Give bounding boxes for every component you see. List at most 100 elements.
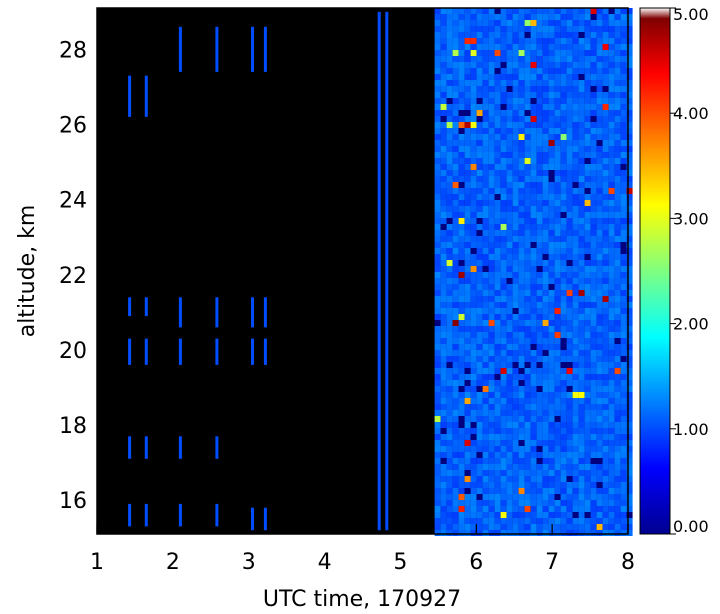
heat-cell <box>494 386 501 392</box>
heat-cell <box>626 86 633 92</box>
heat-cell <box>554 86 561 92</box>
heat-cell <box>506 26 513 32</box>
heat-cell <box>572 530 579 536</box>
heat-cell <box>500 344 507 350</box>
heat-cell <box>524 68 531 74</box>
heat-cell <box>566 206 573 212</box>
heat-cell <box>464 290 471 296</box>
heat-cell <box>596 464 603 470</box>
heat-cell <box>446 194 453 200</box>
heat-cell <box>626 326 633 332</box>
heat-cell <box>446 182 453 188</box>
heat-cell <box>512 68 519 74</box>
heat-cell <box>524 482 531 488</box>
heat-cell <box>524 92 531 98</box>
heat-cell <box>434 362 441 368</box>
heat-cell <box>482 8 489 14</box>
heat-cell <box>518 518 525 524</box>
heat-cell <box>494 20 501 26</box>
heat-cell <box>512 164 519 170</box>
heat-cell <box>536 224 543 230</box>
heat-cell <box>566 50 573 56</box>
heat-cell <box>458 140 465 146</box>
heat-cell <box>488 518 495 524</box>
heat-cell <box>560 320 567 326</box>
heat-cell <box>494 320 501 326</box>
heat-cell <box>608 374 615 380</box>
heat-cell <box>464 140 471 146</box>
heat-cell <box>548 170 555 176</box>
heat-cell <box>440 446 447 452</box>
heat-cell <box>500 188 507 194</box>
heat-cell <box>590 386 597 392</box>
heat-cell <box>470 332 477 338</box>
heat-cell <box>494 98 501 104</box>
heat-cell <box>566 320 573 326</box>
heat-cell <box>440 380 447 386</box>
heat-cell <box>488 320 495 326</box>
heat-cell <box>614 158 621 164</box>
heat-cell <box>434 404 441 410</box>
heat-cell <box>440 80 447 86</box>
heat-cell <box>584 236 591 242</box>
heat-cell <box>566 350 573 356</box>
heat-cell <box>548 140 555 146</box>
heat-cell <box>578 518 585 524</box>
heat-cell <box>608 80 615 86</box>
heat-cell <box>548 98 555 104</box>
heat-cell <box>530 398 537 404</box>
heat-cell <box>572 242 579 248</box>
heat-cell <box>608 530 615 536</box>
heat-cell <box>452 380 459 386</box>
heat-cell <box>518 26 525 32</box>
heat-cell <box>524 386 531 392</box>
heat-cell <box>614 32 621 38</box>
heat-cell <box>488 26 495 32</box>
heat-cell <box>554 8 561 14</box>
heat-cell <box>608 92 615 98</box>
heat-cell <box>620 176 627 182</box>
heat-cell <box>482 338 489 344</box>
heat-cell <box>488 188 495 194</box>
heat-cell <box>536 512 543 518</box>
heat-cell <box>446 326 453 332</box>
heat-cell <box>494 110 501 116</box>
heat-cell <box>620 98 627 104</box>
heat-cell <box>542 500 549 506</box>
heat-cell <box>452 98 459 104</box>
heat-cell <box>548 248 555 254</box>
heat-cell <box>566 386 573 392</box>
heat-cell <box>620 494 627 500</box>
heat-cell <box>548 392 555 398</box>
heat-cell <box>572 428 579 434</box>
heat-cell <box>434 200 441 206</box>
heat-cell <box>626 14 633 20</box>
heat-cell <box>488 170 495 176</box>
heat-cell <box>584 284 591 290</box>
heat-cell <box>614 440 621 446</box>
heat-cell <box>482 104 489 110</box>
heat-cell <box>482 14 489 20</box>
heat-cell <box>494 326 501 332</box>
heat-cell <box>470 440 477 446</box>
heat-cell <box>596 194 603 200</box>
heat-cell <box>500 74 507 80</box>
heat-cell <box>458 122 465 128</box>
heat-cell <box>572 476 579 482</box>
heat-cell <box>518 86 525 92</box>
heat-cell <box>578 266 585 272</box>
heat-cell <box>446 116 453 122</box>
heat-cell <box>596 458 603 464</box>
heat-cell <box>542 98 549 104</box>
heat-cell <box>530 380 537 386</box>
heat-cell <box>512 116 519 122</box>
heat-cell <box>584 386 591 392</box>
heat-cell <box>614 140 621 146</box>
heat-cell <box>446 50 453 56</box>
heat-cell <box>434 356 441 362</box>
heat-cell <box>476 260 483 266</box>
heat-cell <box>512 512 519 518</box>
heat-cell <box>590 260 597 266</box>
heat-cell <box>434 302 441 308</box>
